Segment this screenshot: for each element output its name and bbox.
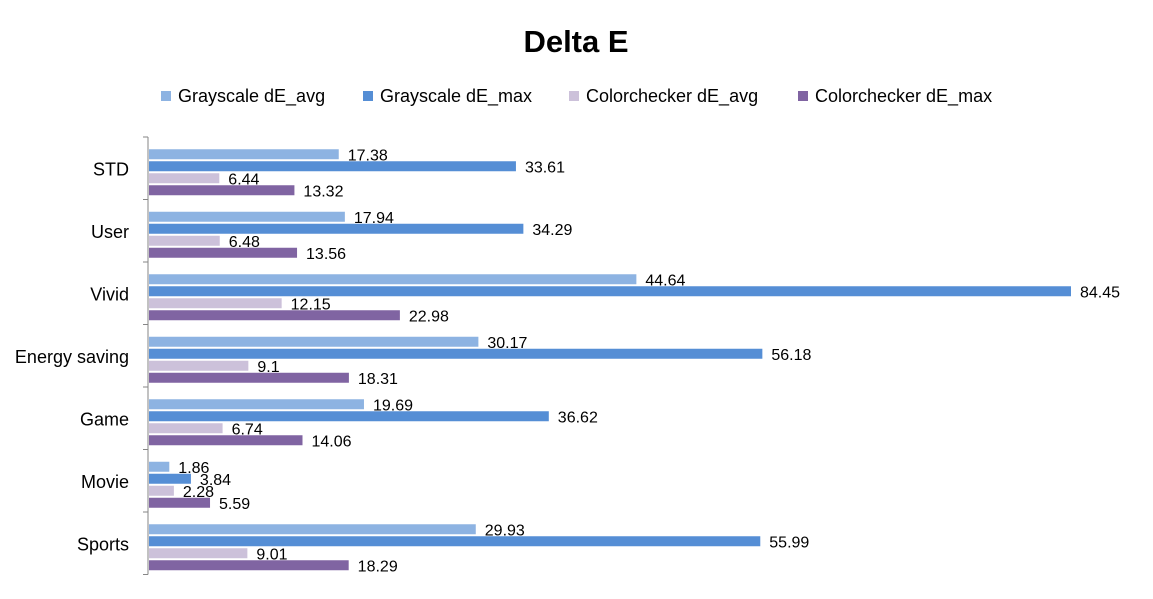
bar-vivid-grayscale-de-avg [149, 274, 637, 285]
data-label-std-colorchecker-de-avg: 6.44 [228, 171, 259, 188]
plot-area: STD 17.38 33.61 6.44 13.32 User 17.94 34.29 6.48… [15, 136, 1120, 575]
bar-movie-colorchecker-de-max [149, 497, 211, 508]
bar-movie-colorchecker-de-avg [149, 485, 174, 496]
data-label-game-grayscale-de-avg: 19.69 [373, 397, 413, 414]
legend-swatch-colorchecker-de-max [798, 91, 808, 101]
data-label-std-grayscale-de-max: 33.61 [525, 159, 565, 176]
data-label-movie-colorchecker-de-max: 5.59 [219, 496, 250, 513]
bar-user-colorchecker-de-max [149, 247, 298, 258]
legend: Grayscale dE_avg Grayscale dE_max Colorche… [161, 86, 992, 107]
data-label-vivid-colorchecker-de-max: 22.98 [409, 308, 449, 325]
bar-std-colorchecker-de-max [149, 185, 295, 196]
data-label-sports-colorchecker-de-avg: 9.01 [256, 546, 287, 563]
data-label-vivid-grayscale-de-max: 84.45 [1080, 284, 1120, 301]
bar-user-grayscale-de-avg [149, 211, 345, 222]
bar-user-grayscale-de-max [149, 223, 524, 234]
data-label-user-colorchecker-de-avg: 6.48 [229, 234, 260, 251]
legend-swatch-grayscale-de-avg [161, 91, 171, 101]
bar-energy-saving-colorchecker-de-max [149, 372, 349, 383]
bar-sports-colorchecker-de-avg [149, 548, 248, 559]
data-label-movie-grayscale-de-avg: 1.86 [178, 460, 209, 477]
bar-vivid-grayscale-de-max [149, 286, 1071, 297]
bar-sports-grayscale-de-max [149, 536, 761, 547]
data-label-std-colorchecker-de-max: 13.32 [303, 183, 343, 200]
legend-label-colorchecker-de-max: Colorchecker dE_max [815, 86, 992, 107]
data-label-game-grayscale-de-max: 36.62 [558, 409, 598, 426]
bar-energy-saving-grayscale-de-max [149, 348, 763, 359]
bar-game-colorchecker-de-max [149, 435, 303, 446]
bar-game-grayscale-de-max [149, 411, 549, 422]
data-label-sports-grayscale-de-avg: 29.93 [485, 522, 525, 539]
data-label-game-colorchecker-de-max: 14.06 [312, 433, 352, 450]
bar-vivid-colorchecker-de-max [149, 310, 400, 321]
bar-std-grayscale-de-avg [149, 149, 339, 160]
data-label-user-grayscale-de-max: 34.29 [532, 222, 572, 239]
data-label-vivid-colorchecker-de-avg: 12.15 [291, 296, 331, 313]
bar-game-colorchecker-de-avg [149, 423, 223, 434]
data-label-movie-colorchecker-de-avg: 2.28 [183, 484, 214, 501]
category-label-movie: Movie [81, 472, 129, 492]
data-label-std-grayscale-de-avg: 17.38 [348, 147, 388, 164]
category-label-std: STD [93, 159, 129, 179]
bar-std-grayscale-de-max [149, 161, 516, 172]
category-label-user: User [91, 222, 129, 242]
data-label-movie-grayscale-de-max: 3.84 [200, 472, 231, 489]
bar-sports-colorchecker-de-max [149, 560, 349, 571]
legend-label-grayscale-de-avg: Grayscale dE_avg [178, 86, 325, 107]
category-label-energy-saving: Energy saving [15, 347, 129, 367]
bar-user-colorchecker-de-avg [149, 235, 220, 246]
data-label-user-colorchecker-de-max: 13.56 [306, 246, 346, 263]
data-label-energy-saving-grayscale-de-avg: 30.17 [487, 335, 527, 352]
bar-energy-saving-grayscale-de-avg [149, 336, 479, 347]
data-label-energy-saving-grayscale-de-max: 56.18 [771, 347, 811, 364]
bar-sports-grayscale-de-avg [149, 524, 476, 535]
category-label-game: Game [80, 409, 129, 429]
category-label-sports: Sports [77, 534, 129, 554]
category-label-vivid: Vivid [90, 284, 129, 304]
bar-std-colorchecker-de-avg [149, 173, 220, 184]
legend-label-colorchecker-de-avg: Colorchecker dE_avg [586, 86, 758, 107]
bar-movie-grayscale-de-avg [149, 461, 170, 472]
legend-label-grayscale-de-max: Grayscale dE_max [380, 86, 532, 107]
legend-swatch-colorchecker-de-avg [569, 91, 579, 101]
legend-swatch-grayscale-de-max [363, 91, 373, 101]
data-label-sports-colorchecker-de-max: 18.29 [358, 558, 398, 575]
data-label-energy-saving-colorchecker-de-avg: 9.1 [257, 359, 279, 376]
data-label-energy-saving-colorchecker-de-max: 18.31 [358, 371, 398, 388]
bar-vivid-colorchecker-de-avg [149, 298, 282, 309]
data-label-sports-grayscale-de-max: 55.99 [769, 534, 809, 551]
data-label-game-colorchecker-de-avg: 6.74 [232, 421, 263, 438]
data-label-vivid-grayscale-de-avg: 44.64 [645, 272, 685, 289]
bar-energy-saving-colorchecker-de-avg [149, 360, 249, 371]
bar-game-grayscale-de-avg [149, 399, 364, 410]
bar-movie-grayscale-de-max [149, 473, 191, 484]
chart-title: Delta E [523, 24, 628, 59]
data-label-user-grayscale-de-avg: 17.94 [354, 210, 394, 227]
